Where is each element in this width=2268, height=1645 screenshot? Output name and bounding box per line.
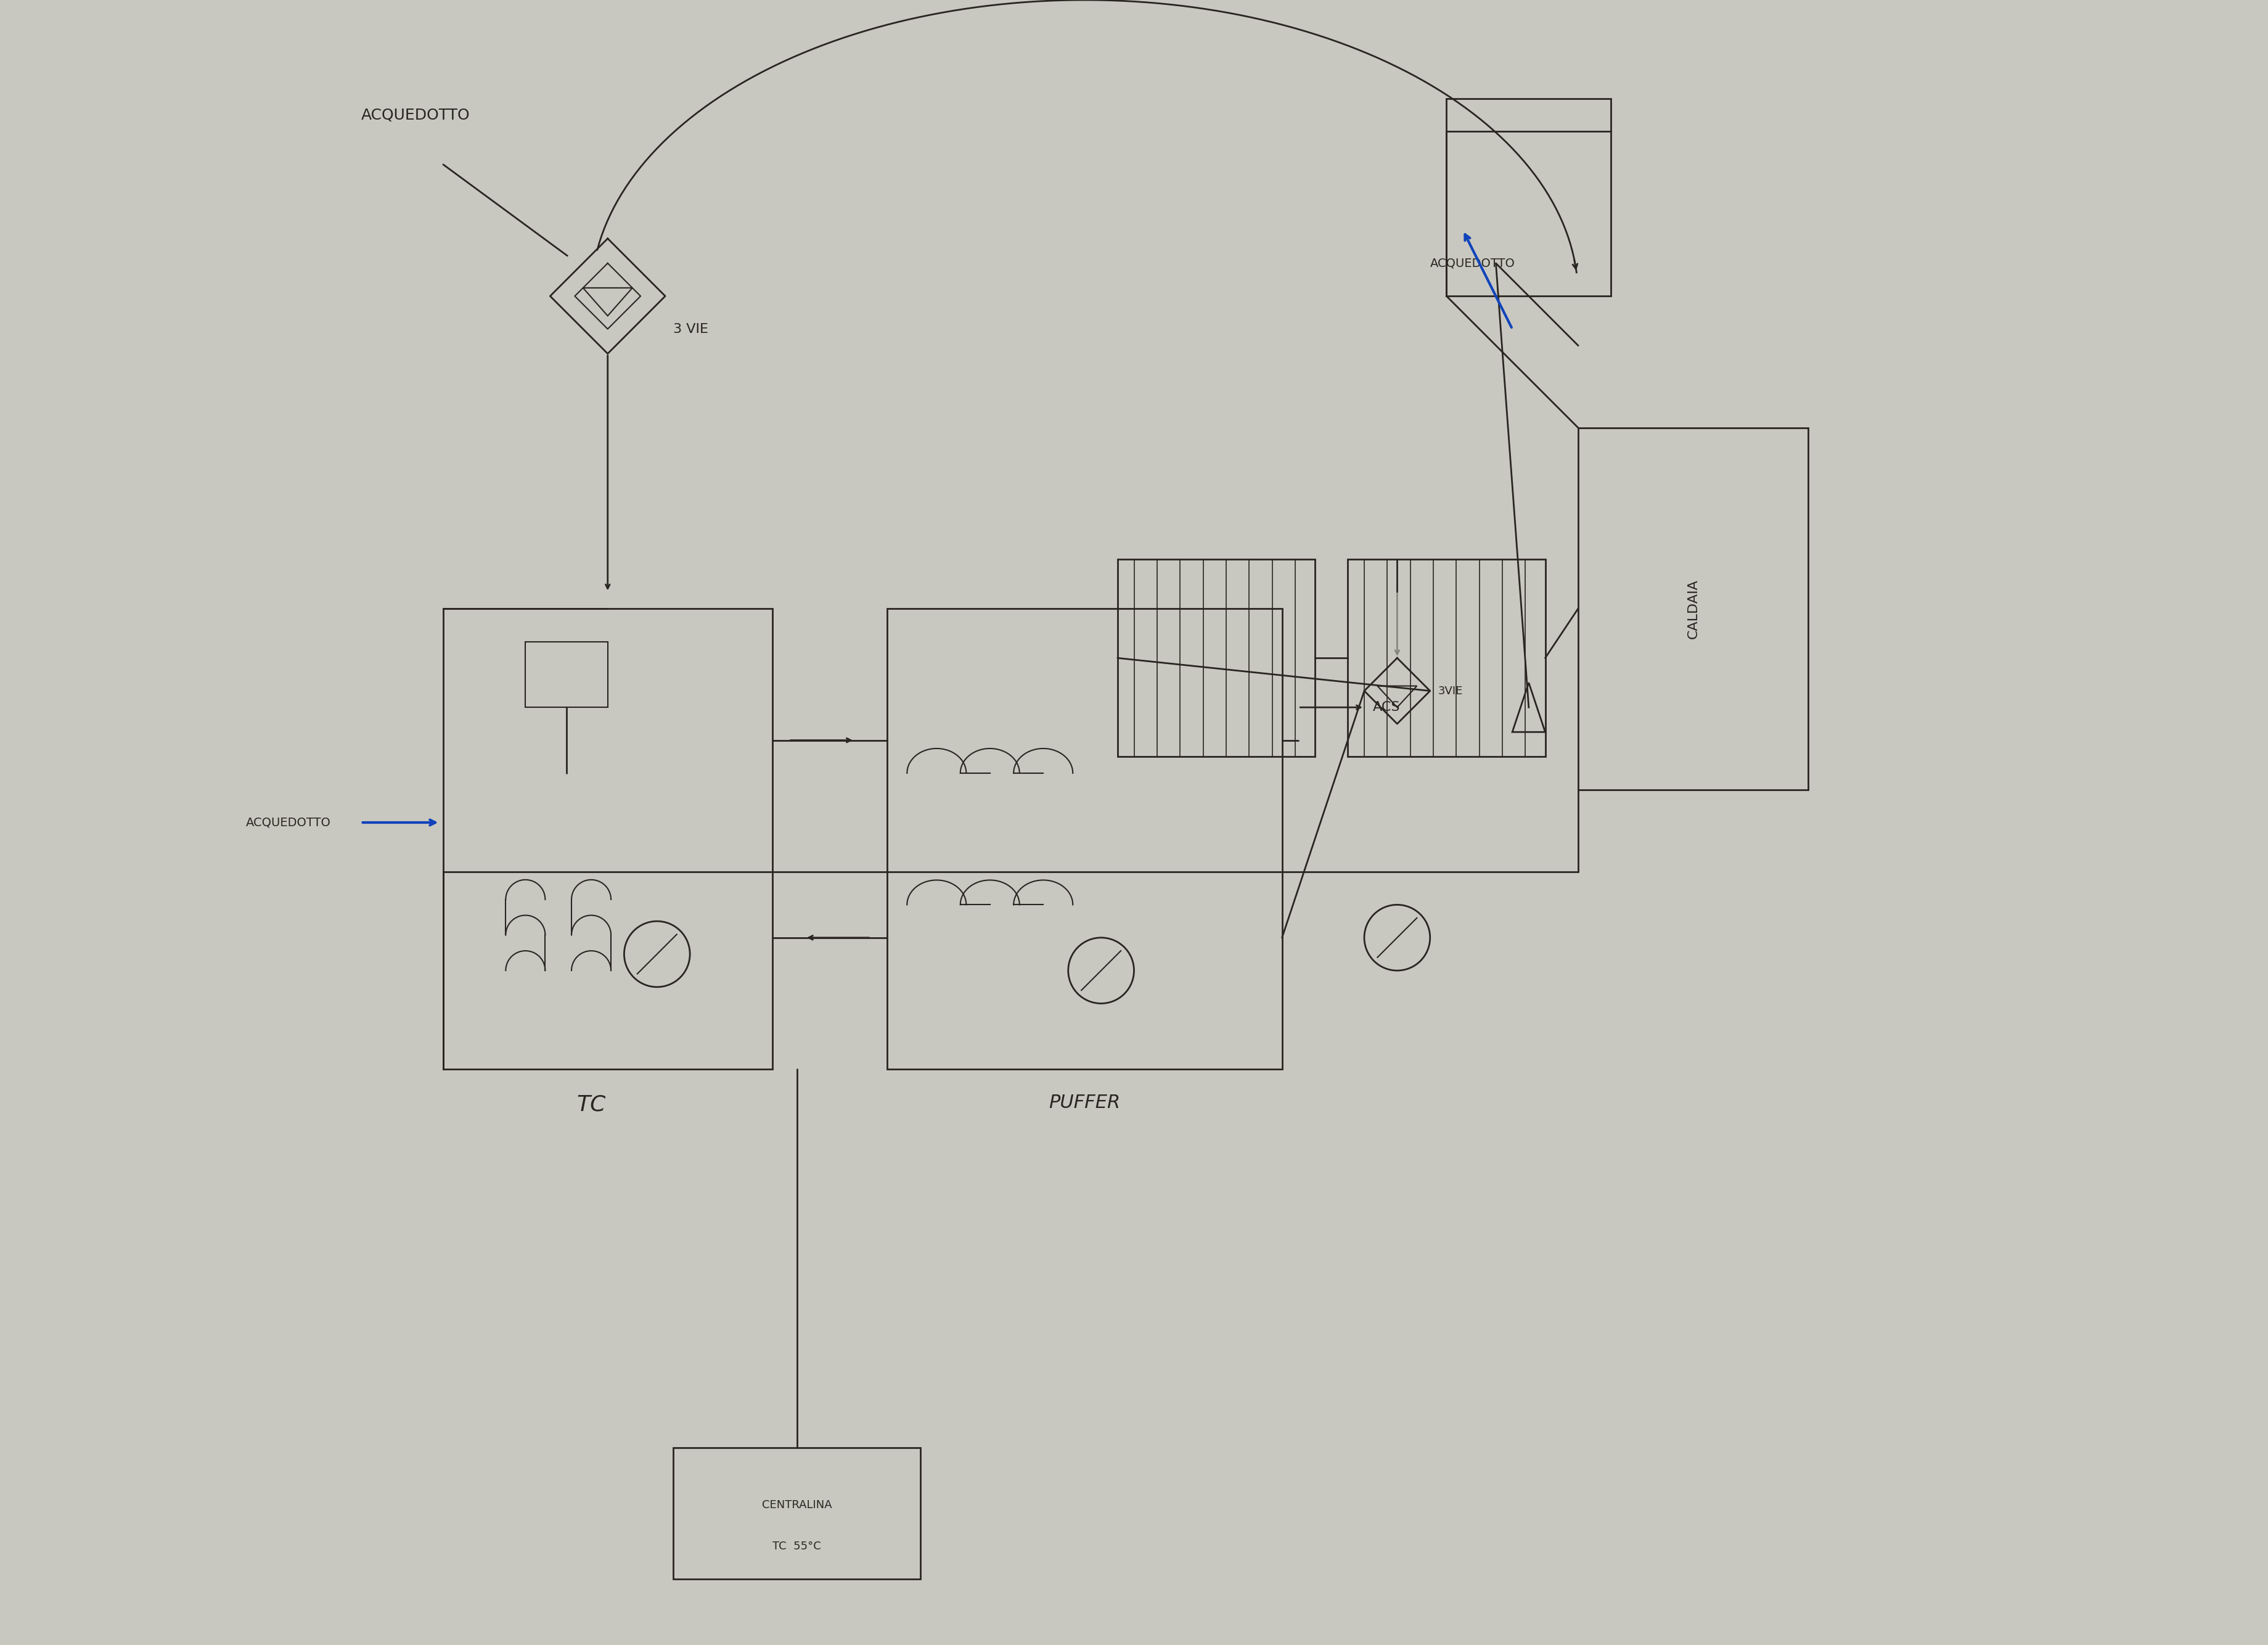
Text: ACQUEDOTTO: ACQUEDOTTO — [1431, 257, 1515, 270]
Text: PUFFER: PUFFER — [1048, 1094, 1120, 1112]
Text: CALDAIA: CALDAIA — [1687, 579, 1699, 638]
Text: ACS: ACS — [1372, 701, 1399, 714]
Text: ACQUEDOTTO: ACQUEDOTTO — [245, 816, 331, 829]
Bar — [1447, 99, 1610, 296]
Bar — [1118, 559, 1315, 757]
Text: TC: TC — [576, 1094, 606, 1115]
Text: CENTRALINA: CENTRALINA — [762, 1500, 832, 1510]
Bar — [526, 642, 608, 707]
Text: 3 VIE: 3 VIE — [674, 322, 708, 336]
Text: 3VIE: 3VIE — [1438, 686, 1463, 696]
Bar — [1579, 428, 1808, 790]
Text: ACQUEDOTTO: ACQUEDOTTO — [361, 109, 469, 122]
Bar — [1347, 559, 1545, 757]
Text: TC  55°C: TC 55°C — [773, 1541, 821, 1551]
Bar — [442, 609, 771, 1069]
Bar — [674, 1448, 921, 1579]
Bar — [887, 609, 1281, 1069]
